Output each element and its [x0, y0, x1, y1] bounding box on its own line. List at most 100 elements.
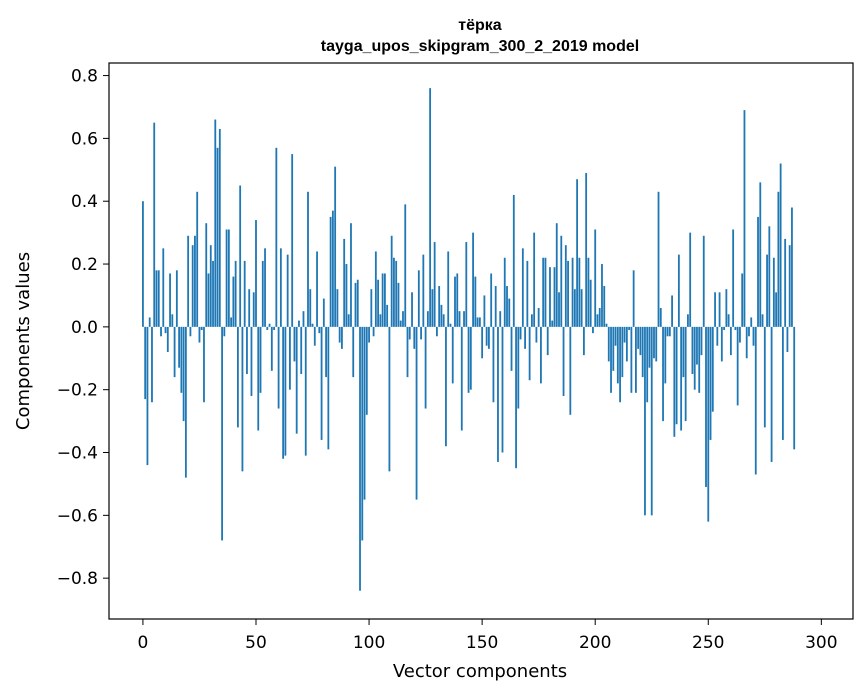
bar-109 — [388, 326, 391, 472]
bar-58 — [273, 326, 275, 330]
bar-221 — [641, 326, 644, 378]
y-tick-label: 0.8 — [71, 67, 98, 87]
bar-18 — [182, 326, 185, 422]
bar-192 — [576, 179, 579, 327]
bar-199 — [592, 326, 594, 334]
bar-210 — [616, 326, 619, 384]
y-tick-label: 0.4 — [71, 192, 98, 212]
x-axis-ticks: 0 50 100 150 200 250 300 — [138, 619, 838, 653]
bar-86 — [336, 289, 339, 327]
bar-193 — [578, 257, 581, 327]
y-tick-label: −0.8 — [57, 569, 98, 589]
bar-24 — [196, 191, 199, 327]
bar-35 — [221, 326, 223, 541]
x-tick-label: 100 — [353, 633, 385, 653]
bar-142 — [463, 311, 465, 327]
bar-63 — [284, 326, 287, 456]
bar-41 — [234, 260, 237, 327]
bar-102 — [372, 326, 375, 337]
bar-89 — [343, 238, 346, 327]
bar-96 — [359, 326, 361, 591]
bar-72 — [304, 326, 307, 456]
bar-251 — [709, 326, 712, 440]
bar-233 — [668, 326, 671, 337]
bar-186 — [562, 326, 565, 396]
bar-155 — [492, 326, 495, 403]
x-tick-label: 150 — [466, 633, 498, 653]
bar-2 — [146, 326, 149, 466]
bar-254 — [716, 326, 719, 346]
bar-122 — [417, 270, 420, 327]
bar-223 — [646, 326, 649, 403]
bar-250 — [707, 326, 710, 522]
bar-113 — [397, 282, 400, 327]
bar-121 — [415, 326, 418, 500]
bar-257 — [723, 326, 726, 330]
bar-91 — [347, 314, 350, 327]
bar-212 — [621, 326, 624, 378]
bar-224 — [648, 326, 651, 368]
bar-57 — [270, 326, 273, 371]
bar-258 — [725, 289, 728, 327]
bar-262 — [734, 326, 737, 330]
bar-269 — [750, 317, 753, 327]
bar-286 — [788, 245, 791, 327]
bar-43 — [239, 185, 242, 327]
bar-15 — [175, 270, 178, 327]
bar-190 — [571, 257, 574, 327]
bar-218 — [635, 326, 637, 393]
bar-97 — [361, 326, 364, 541]
bar-282 — [779, 163, 782, 327]
bar-136 — [449, 323, 452, 327]
bar-195 — [582, 326, 585, 356]
bar-134 — [445, 326, 447, 447]
bar-99 — [365, 326, 368, 415]
bar-80 — [322, 298, 325, 327]
bar-249 — [705, 326, 707, 488]
bar-194 — [580, 289, 583, 327]
bar-284 — [784, 238, 787, 327]
bar-176 — [540, 326, 542, 384]
bar-79 — [320, 326, 323, 440]
bar-11 — [166, 326, 169, 352]
bar-90 — [345, 264, 348, 327]
bar-137 — [451, 326, 454, 384]
bar-65 — [289, 326, 291, 390]
bar-125 — [424, 326, 427, 409]
bar-170 — [526, 260, 529, 327]
bar-60 — [277, 326, 280, 409]
bar-64 — [286, 254, 289, 327]
bar-229 — [659, 308, 662, 327]
bar-118 — [408, 326, 411, 340]
bar-59 — [275, 147, 278, 327]
bar-196 — [585, 172, 588, 327]
bar-116 — [404, 204, 407, 327]
bar-16 — [178, 326, 181, 368]
bar-159 — [501, 326, 504, 453]
bar-128 — [431, 289, 434, 327]
bar-178 — [544, 257, 547, 327]
bar-26 — [200, 326, 203, 330]
bar-67 — [293, 326, 296, 362]
bar-248 — [702, 235, 705, 327]
bar-164 — [512, 194, 515, 327]
bar-188 — [567, 260, 569, 327]
bar-48 — [250, 326, 253, 396]
bar-273 — [759, 182, 762, 327]
bar-161 — [506, 286, 508, 327]
bar-180 — [549, 267, 551, 327]
bar-22 — [191, 245, 194, 327]
bar-261 — [732, 229, 735, 327]
bar-183 — [555, 223, 558, 327]
bar-127 — [429, 88, 432, 327]
bar-226 — [653, 326, 655, 359]
bar-256 — [720, 326, 723, 362]
bar-25 — [198, 326, 201, 343]
bar-74 — [309, 289, 312, 327]
bar-272 — [757, 216, 759, 327]
bar-110 — [390, 235, 393, 327]
bar-44 — [241, 326, 244, 472]
bar-152 — [485, 326, 488, 346]
bar-52 — [259, 326, 262, 393]
bar-5 — [153, 122, 156, 327]
